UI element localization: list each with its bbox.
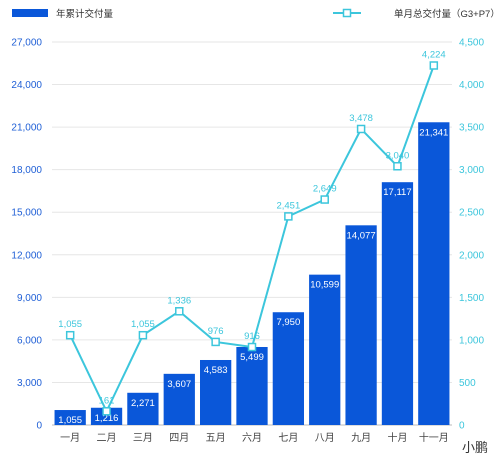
line-value-label: 4,224 (422, 49, 446, 60)
bar (381, 182, 414, 425)
line-point (138, 330, 148, 340)
bar (127, 392, 159, 425)
watermark: 小鹏 (462, 440, 488, 455)
bar-value-label: 1,216 (95, 413, 119, 424)
bar (163, 373, 195, 425)
line-point (429, 61, 439, 70)
left-tick-label: 3,000 (17, 378, 42, 389)
bar-value-label: 14,077 (347, 230, 376, 241)
left-tick-label: 6,000 (17, 335, 42, 346)
line-point (320, 195, 329, 204)
line-point (356, 124, 366, 134)
line-value-label: 1,336 (167, 295, 191, 306)
line-point (284, 212, 293, 221)
bar-value-label: 3,607 (167, 379, 191, 390)
bar (309, 274, 341, 425)
line-value-label: 976 (208, 326, 224, 337)
bar (90, 407, 123, 425)
category-label: 一月 (60, 432, 80, 444)
category-label: 八月 (315, 432, 335, 444)
line-value-label: 2,451 (276, 200, 300, 211)
bar-value-label: 7,950 (276, 317, 300, 328)
bar (418, 122, 450, 426)
left-tick-label: 21,000 (11, 123, 42, 134)
bar-value-label: 21,341 (419, 127, 448, 138)
left-tick-label: 24,000 (11, 80, 42, 91)
line-value-label: 161 (99, 395, 115, 406)
right-y-axis: 0 500 1,000 1,500 2,000 2,500 3,000 3,500 4,000 4… (459, 38, 484, 432)
bar-series: 1,055 1,216 2,271 3,607 4,583 5,499 7,950 10,59… (54, 122, 450, 426)
line-point (65, 330, 75, 340)
legend: 年累计交付量 单月总交付量（G3+P7） (12, 8, 500, 20)
bar (54, 410, 86, 425)
right-tick-label: 0 (459, 421, 465, 432)
left-tick-label: 0 (36, 421, 42, 432)
line-point (175, 307, 184, 316)
bar-value-label: 4,583 (204, 365, 228, 376)
legend-line-marker (342, 8, 352, 18)
right-tick-label: 3,500 (459, 123, 484, 134)
line-value-label: 1,055 (131, 319, 155, 330)
bar (345, 225, 377, 425)
right-tick-label: 3,000 (459, 165, 484, 176)
line-series: 1,055 161 1,055 1,336 976 916 2,451 2,649 3,478 3… (58, 49, 446, 416)
line-point (102, 407, 111, 416)
line-point (247, 342, 257, 352)
bar-value-label: 17,117 (383, 187, 411, 198)
line-value-label: 3,478 (349, 113, 373, 124)
right-tick-label: 1,500 (459, 293, 484, 304)
line-value-label: 3,040 (386, 150, 410, 161)
line-point (393, 162, 402, 171)
line-value-label: 1,055 (58, 319, 82, 330)
left-tick-label: 9,000 (17, 293, 42, 304)
left-tick-label: 12,000 (11, 250, 42, 261)
category-label: 十月 (387, 431, 407, 444)
legend-bar-swatch (12, 9, 48, 17)
right-tick-label: 2,000 (459, 250, 484, 261)
bar-value-label: 1,055 (58, 415, 82, 426)
bar-value-label: 5,499 (240, 352, 264, 363)
right-tick-label: 2,500 (459, 208, 484, 219)
bar-value-label: 2,271 (131, 398, 155, 409)
right-tick-label: 500 (459, 378, 476, 389)
category-label: 六月 (242, 432, 262, 444)
category-label: 五月 (206, 432, 226, 444)
line-value-label: 2,649 (313, 184, 337, 195)
bar (236, 346, 268, 425)
category-label: 七月 (278, 432, 298, 444)
line-value-label: 916 (244, 331, 260, 342)
gridlines (52, 41, 452, 383)
bar (200, 359, 232, 425)
left-tick-label: 27,000 (11, 38, 42, 49)
category-label: 三月 (133, 432, 153, 444)
left-tick-label: 18,000 (11, 165, 42, 176)
category-label: 十一月 (419, 431, 449, 444)
left-y-axis: 0 3,000 6,000 9,000 12,000 15,000 18,000 21,000… (11, 38, 42, 432)
category-label: 四月 (169, 432, 189, 444)
x-axis-categories: 一月 二月 三月 四月 五月 六月 七月 八月 九月 十月 十一月 (60, 431, 449, 444)
category-label: 九月 (351, 432, 371, 444)
left-tick-label: 15,000 (11, 208, 42, 219)
legend-bar-label: 年累计交付量 (56, 8, 114, 20)
right-tick-label: 4,000 (459, 80, 484, 91)
category-label: 二月 (97, 432, 117, 444)
right-tick-label: 4,500 (459, 38, 484, 49)
line-point (211, 337, 220, 347)
bar (272, 312, 304, 425)
bar-value-label: 10,599 (310, 280, 339, 291)
legend-line-label: 单月总交付量（G3+P7） (394, 8, 500, 20)
right-tick-label: 1,000 (459, 335, 484, 346)
